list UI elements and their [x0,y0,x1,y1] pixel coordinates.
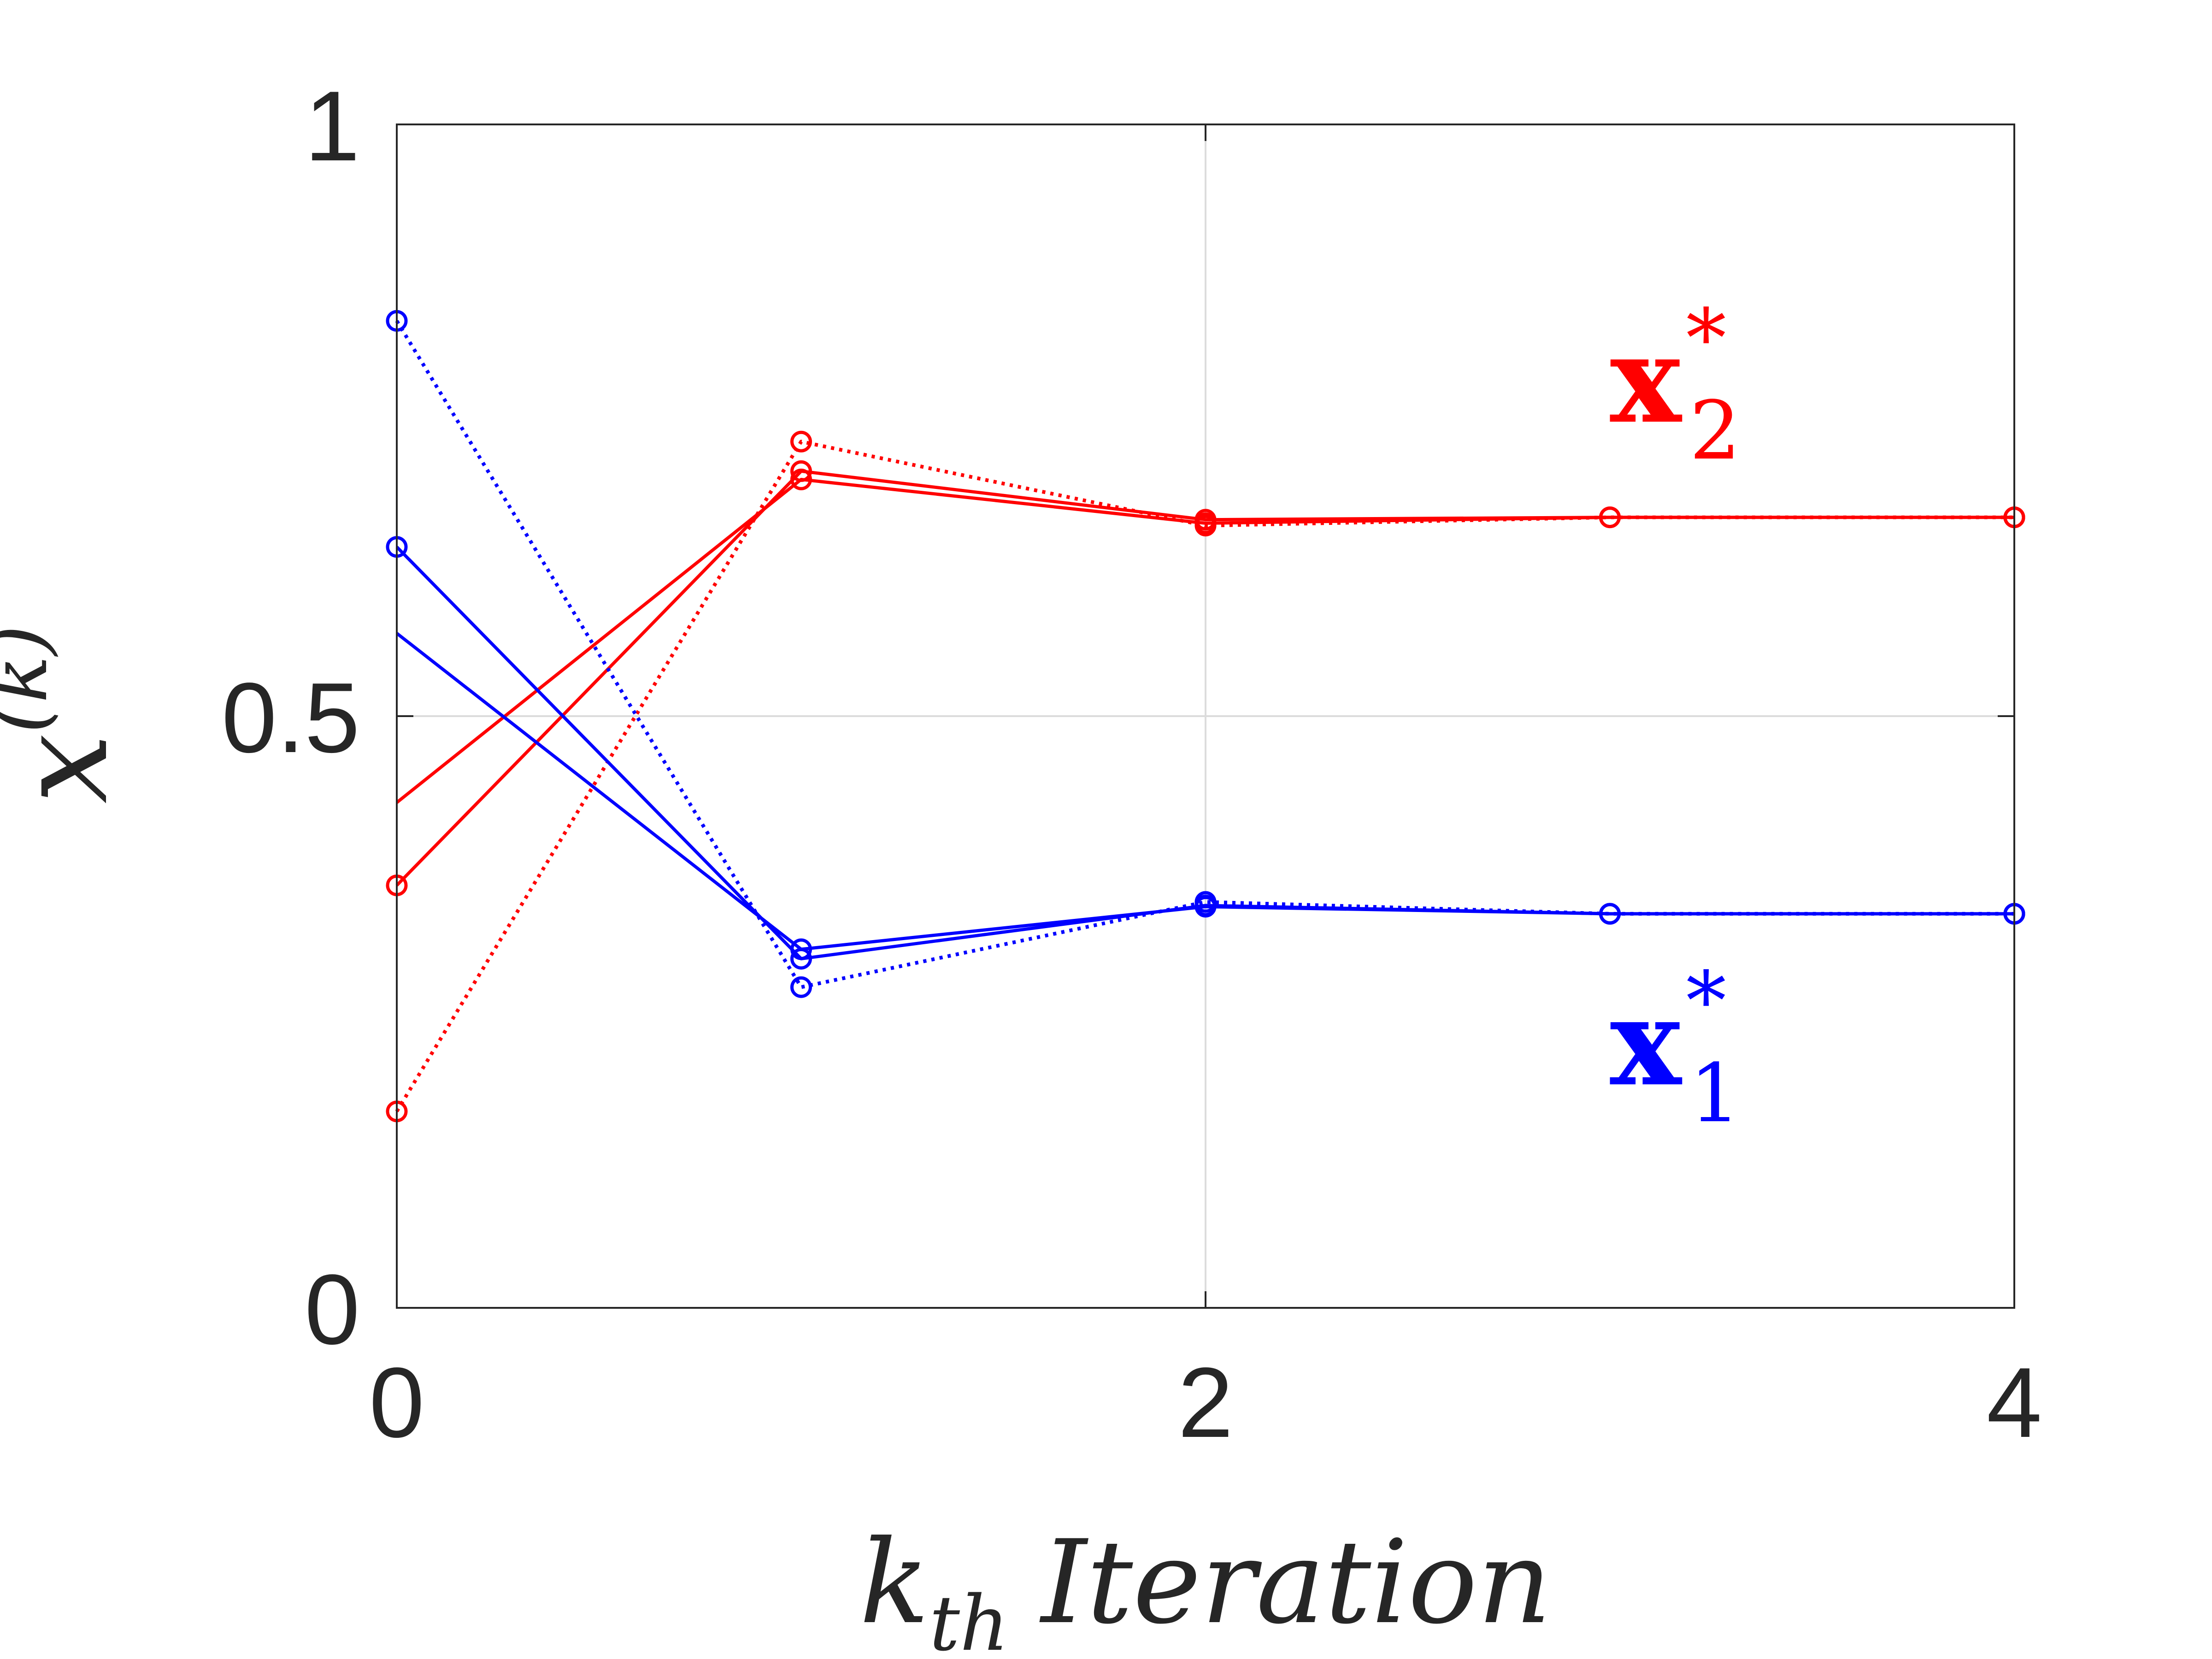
axis-labels: kth Iteration x(k) [0,625,1552,1659]
data-point-x2 [1599,506,1621,529]
x-axis-label: kth Iteration [859,1515,1552,1659]
annotations: x* 2 x* 1 [1610,292,1741,1141]
data-point-x1 [790,947,812,970]
grid [397,124,2014,1308]
y-axis-label: x(k) [0,625,135,804]
y-tick-label: 0.5 [222,662,360,773]
y-tick-label: 0 [305,1253,360,1365]
x-tick-label: 2 [1178,1347,1233,1458]
data-point-x2 [790,460,812,482]
x-tick-label: 4 [1987,1347,2042,1458]
series-line-x1 [395,546,2014,960]
annotation-x2-star: x* 2 [1610,292,1741,478]
data-point-x1 [1599,903,1621,925]
y-tick-label: 1 [305,70,360,182]
annotation-x1-star: x* 1 [1610,955,1741,1141]
data-point-x2 [790,430,812,453]
ticks: 0 2 4 0 0.5 1 [222,70,2042,1458]
series-line-x2 [395,440,2014,1112]
x-tick-label: 0 [369,1347,424,1458]
data-point-x1 [790,976,812,998]
data-point-x2 [1194,515,1217,537]
data-point-x1 [1194,891,1217,913]
data-point-x2 [1194,509,1217,531]
